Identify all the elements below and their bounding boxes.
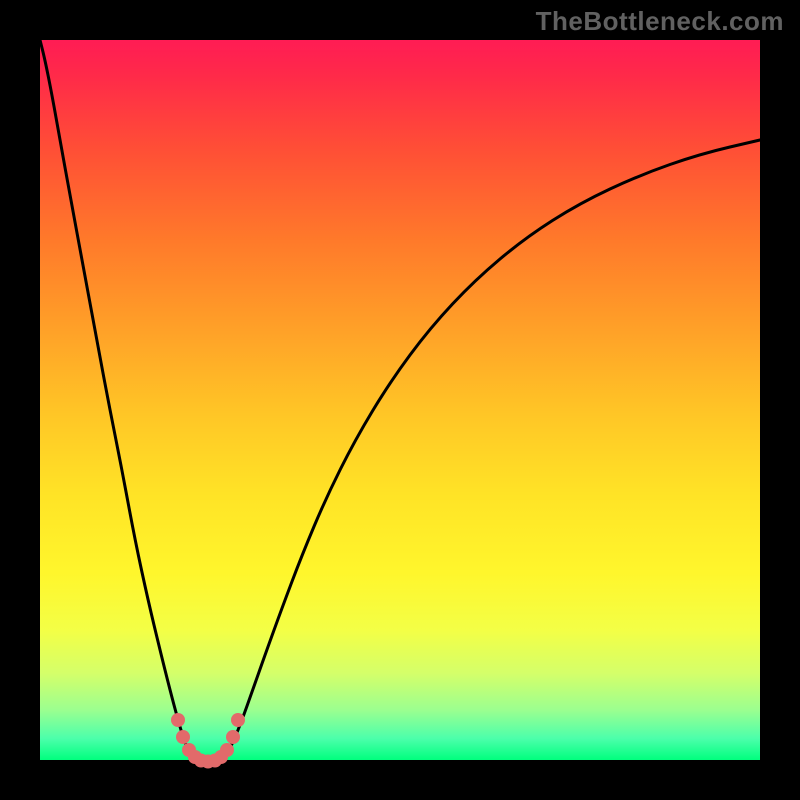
chart-container: TheBottleneck.com xyxy=(0,0,800,800)
curve-group xyxy=(40,40,760,762)
marker-dot xyxy=(226,730,240,744)
marker-group xyxy=(171,713,245,769)
chart-svg xyxy=(0,0,800,800)
curve-right xyxy=(224,140,760,758)
marker-dot xyxy=(220,743,234,757)
curve-left xyxy=(40,40,196,760)
watermark-label: TheBottleneck.com xyxy=(536,6,784,37)
marker-dot xyxy=(231,713,245,727)
marker-dot xyxy=(171,713,185,727)
marker-dot xyxy=(176,730,190,744)
